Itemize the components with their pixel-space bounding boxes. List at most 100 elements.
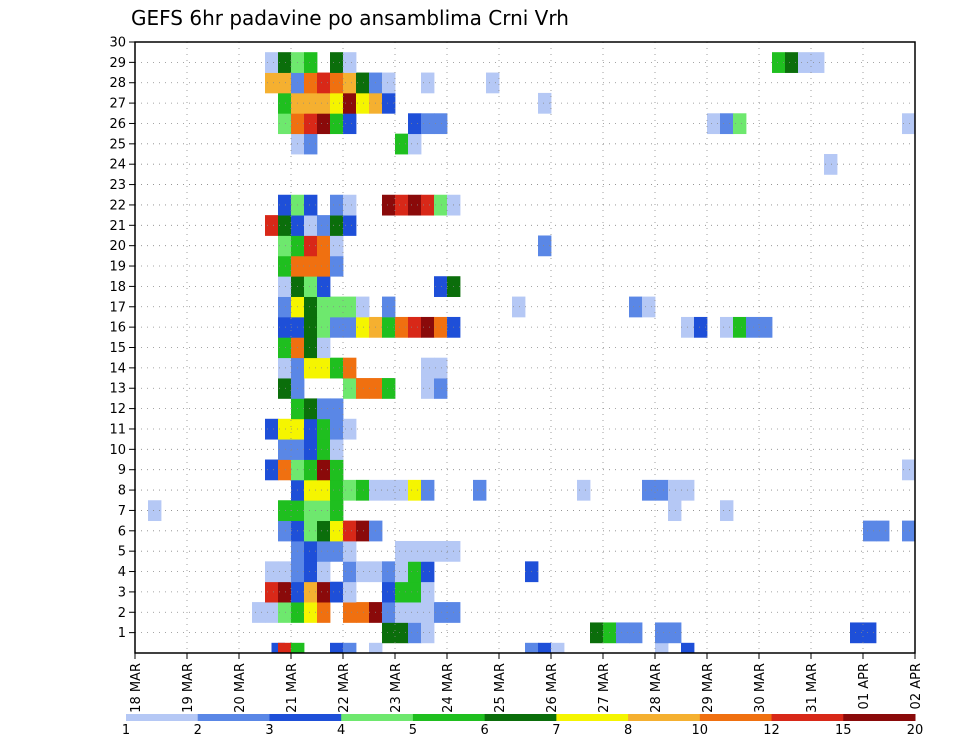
heatmap-cell [317, 479, 331, 501]
x-tick-label: 23 MAR [389, 663, 404, 713]
heatmap-cell [408, 113, 422, 135]
heatmap-cell [265, 581, 279, 603]
heatmap-cell [317, 520, 331, 542]
y-tick-label: 20 [109, 239, 126, 254]
heatmap-cell [304, 316, 318, 338]
y-tick-label: 28 [109, 76, 126, 91]
heatmap-cell [421, 581, 435, 603]
heatmap-cell [395, 602, 409, 623]
heatmap-cell [434, 540, 448, 562]
heatmap-cell [343, 378, 357, 399]
heatmap-cell [395, 194, 409, 216]
heatmap-cell [304, 540, 318, 562]
heatmap-cell [642, 479, 656, 501]
heatmap-cell [317, 418, 331, 440]
heatmap-cell [616, 622, 630, 644]
heatmap-cell [278, 500, 292, 522]
heatmap-cell [421, 316, 435, 338]
heatmap-cell [304, 92, 318, 114]
heatmap-cell [798, 52, 812, 73]
heatmap-cell [421, 540, 435, 562]
heatmap-cell [278, 113, 292, 135]
heatmap-cell [304, 418, 318, 440]
y-tick-label: 3 [118, 585, 126, 600]
heatmap-cell [668, 500, 682, 522]
heatmap-cell [278, 357, 292, 379]
colorbar-segment [341, 714, 414, 721]
heatmap-cell [421, 602, 435, 623]
heatmap-cell [356, 72, 370, 94]
heatmap-cell [304, 439, 318, 460]
heatmap-cell [304, 194, 318, 216]
colorbar-segment [269, 714, 342, 721]
heatmap-cell [278, 92, 292, 114]
heatmap-cell [408, 561, 422, 583]
heatmap-cell [395, 561, 409, 583]
heatmap-cell [421, 622, 435, 644]
heatmap-cell [330, 459, 344, 481]
heatmap-cell [317, 459, 331, 481]
grid-lines [135, 41, 915, 653]
heatmap-cell [343, 113, 357, 135]
heatmap-cell [317, 235, 331, 257]
heatmap-cell [785, 52, 799, 73]
heatmap-cell [343, 602, 357, 623]
heatmap-cell [317, 316, 331, 338]
y-tick-label: 12 [109, 402, 126, 417]
heatmap-cell [356, 479, 370, 501]
heatmap-cell [408, 133, 422, 155]
heatmap-cell [655, 642, 669, 654]
colorbar-segment [556, 714, 629, 721]
heatmap-cell [330, 581, 344, 603]
y-tick-label: 26 [109, 117, 126, 132]
heatmap-cell [863, 622, 877, 644]
heatmap-cell [330, 215, 344, 236]
heatmap-cell [421, 378, 435, 399]
y-tick-label: 2 [118, 606, 126, 621]
heatmap-cell [317, 540, 331, 562]
heatmap-cell [720, 113, 734, 135]
x-tick-label: 22 MAR [337, 663, 352, 713]
heatmap-cell [811, 52, 825, 73]
heatmap-cell [356, 561, 370, 583]
y-tick-label: 9 [118, 463, 126, 478]
heatmap-cell [278, 561, 292, 583]
colorbar-label: 15 [835, 723, 852, 738]
heatmap-cell [343, 52, 357, 73]
heatmap-cell [304, 520, 318, 542]
heatmap-cell [330, 194, 344, 216]
heatmap-cell [343, 520, 357, 542]
heatmap-cell [343, 72, 357, 94]
heatmap-cell [304, 133, 318, 155]
y-tick-label: 15 [109, 341, 126, 356]
x-tick-label: 21 MAR [285, 663, 300, 713]
heatmap-cell [577, 479, 591, 501]
x-tick-label: 19 MAR [181, 663, 196, 713]
y-tick-label: 22 [109, 198, 126, 213]
chart-title: GEFS 6hr padavine po ansamblima Crni Vrh [131, 6, 569, 30]
heatmap-cell [278, 52, 292, 73]
heatmap-cell [317, 337, 331, 359]
heatmap-cell [421, 194, 435, 216]
heatmap-cell [395, 479, 409, 501]
colorbar-label: 1 [122, 723, 130, 738]
heatmap-cell [720, 316, 734, 338]
y-tick-label: 16 [109, 321, 126, 336]
colorbar-label: 5 [409, 723, 417, 738]
heatmap-cell [733, 113, 747, 135]
heatmap-cell [304, 52, 318, 73]
heatmap-cell [304, 357, 318, 379]
y-tick-label: 17 [109, 300, 126, 315]
heatmap-cell [421, 479, 435, 501]
heatmap-cell [291, 642, 305, 654]
heatmap-cell [304, 235, 318, 257]
heatmap-cell [278, 316, 292, 338]
heatmap-cell [343, 92, 357, 114]
heatmap-cell [772, 52, 786, 73]
y-tick-label: 23 [109, 178, 126, 193]
heatmap-cell [304, 276, 318, 297]
colorbar-label: 6 [480, 723, 488, 738]
colorbar-label: 8 [624, 723, 632, 738]
heatmap-cell [317, 113, 331, 135]
heatmap-cell [330, 520, 344, 542]
